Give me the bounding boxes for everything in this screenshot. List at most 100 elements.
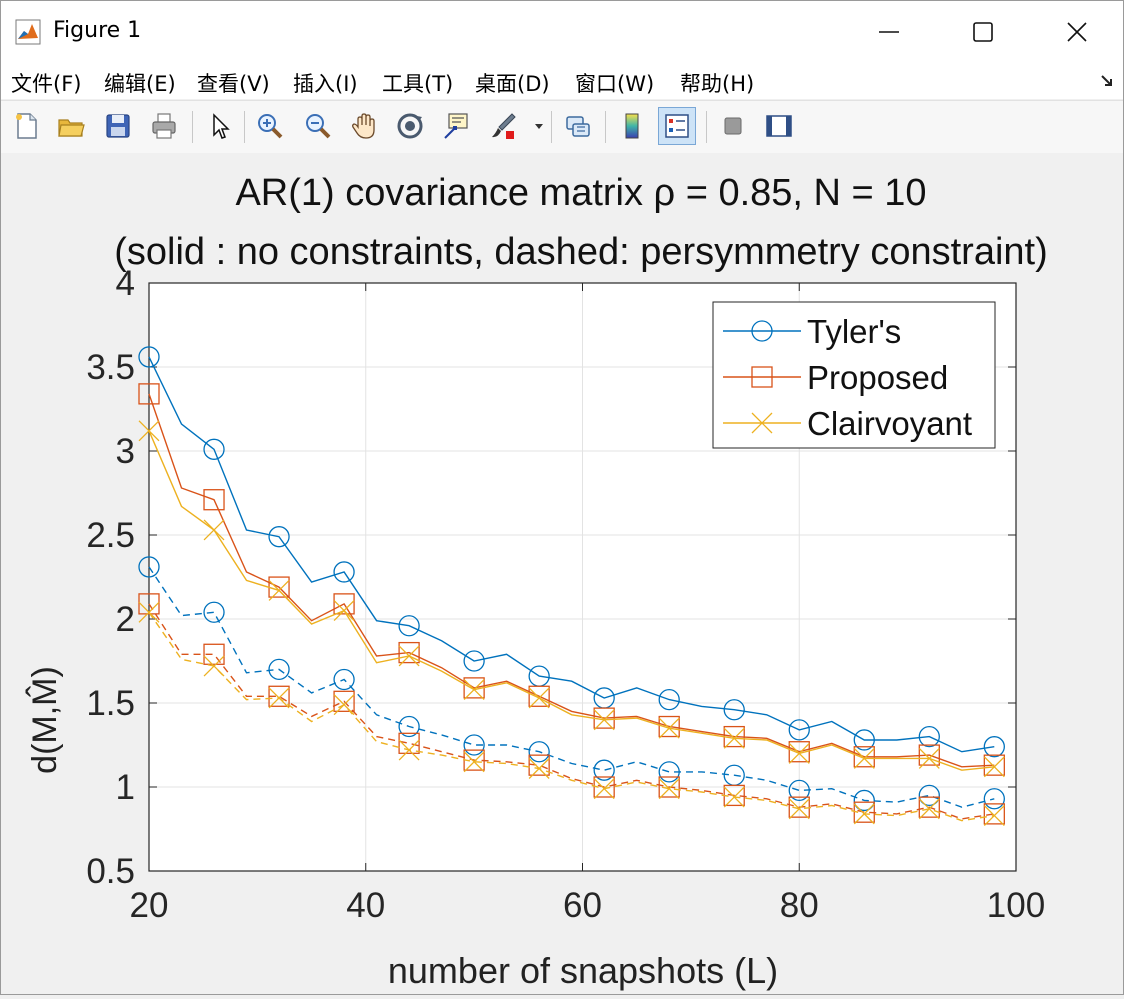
colorbar-icon [625,113,639,139]
circle-marker [398,615,420,637]
circle-marker [788,719,810,741]
x-marker [658,778,680,800]
x-marker [853,803,875,825]
zoom-in-icon [258,114,283,139]
square-marker [268,685,290,707]
rotate-3d-icon [397,113,423,139]
link-plot-icon [566,116,590,137]
x-marker [723,786,745,808]
menu-file[interactable]: 文件(F) [11,72,82,96]
chart-legend[interactable]: Tyler's Proposed Clairvoyant [712,301,996,449]
circle-marker [751,320,773,342]
series-line [148,566,995,808]
toolbar-separator [706,111,707,143]
x-marker [983,805,1005,827]
menu-help[interactable]: 帮助(H) [680,72,755,96]
x-marker [918,798,940,820]
x-marker [528,758,550,779]
square-marker [398,732,420,754]
line-chart[interactable]: AR(1) covariance matrix ρ = 0.85, N = 10… [1,153,1123,994]
circle-marker [658,761,680,783]
circle-marker [723,699,745,721]
x-marker [463,751,485,773]
x-tick-label: 80 [780,886,819,925]
menu-desktop[interactable]: 桌面(D) [475,72,550,96]
circle-marker [853,729,875,751]
circle-marker [333,668,355,691]
new-figure-icon [16,113,37,139]
x-marker [918,747,940,769]
x-tick-label: 20 [130,886,169,925]
square-marker [983,803,1005,825]
legend-button[interactable] [658,107,696,145]
circle-marker [398,715,420,738]
menu-view[interactable]: 查看(V) [197,72,270,96]
circle-marker [203,601,225,623]
x-marker [463,679,485,701]
x-tick-label: 60 [563,886,602,925]
close-button[interactable] [1031,1,1123,63]
x-marker [593,778,615,800]
pan-button[interactable] [345,107,383,145]
x-marker [658,717,680,739]
circle-marker [918,725,940,748]
series-line [148,430,995,771]
x-marker [203,655,225,677]
show-plot-tools-icon [766,115,792,137]
zoom-in-button[interactable] [251,107,289,145]
edit-plot-button[interactable] [200,107,238,145]
zoom-out-button[interactable] [299,107,337,145]
circle-marker [138,346,160,368]
menu-edit[interactable]: 编辑(E) [104,72,176,96]
minimize-icon [879,31,899,33]
circle-marker [528,741,550,763]
figure-toolbar [1,100,1123,154]
square-marker [528,685,550,707]
rotate-3d-button[interactable] [391,107,429,145]
x-tick-label: 100 [987,886,1045,925]
square-marker [528,754,550,776]
series-line [148,356,995,753]
x-marker [788,742,810,764]
circle-marker [268,658,290,681]
circle-marker [853,789,875,812]
new-figure-button[interactable] [7,107,45,145]
x-marker [203,519,225,541]
x-marker [268,579,290,601]
square-marker [918,744,940,766]
square-marker [138,593,160,615]
square-marker [593,776,615,798]
square-marker [203,643,225,665]
circle-marker [463,734,485,756]
matlab-logo-icon [15,19,41,45]
maximize-button[interactable] [937,1,1029,63]
brush-dropdown-icon[interactable] [534,121,544,131]
arrow-pointer-icon [213,113,230,139]
x-marker [723,727,745,749]
square-marker [398,641,420,664]
minimize-button[interactable] [843,1,935,63]
hide-plot-tools-button[interactable] [714,107,752,145]
menu-window[interactable]: 窗口(W) [575,72,655,96]
menu-insert[interactable]: 插入(I) [293,72,358,96]
data-cursor-button[interactable] [437,107,475,145]
print-button[interactable] [145,107,183,145]
dock-arrow-icon[interactable] [1099,73,1115,89]
x-marker [398,739,420,761]
brush-button[interactable] [484,107,522,145]
x-marker [333,694,355,716]
open-file-icon [58,119,85,137]
x-marker [138,420,160,442]
link-plot-button[interactable] [559,107,597,145]
menu-bar: 文件(F) 编辑(E) 查看(V) 插入(I) 工具(T) 桌面(D) 窗口(W… [1,63,1123,99]
title-bar[interactable]: Figure 1 [1,1,1123,63]
save-button[interactable] [99,107,137,145]
open-file-button[interactable] [52,107,90,145]
colorbar-button[interactable] [613,107,651,145]
square-marker [203,489,225,511]
circle-marker [333,561,355,583]
square-marker [853,801,875,823]
show-plot-tools-button[interactable] [760,107,798,145]
menu-tools[interactable]: 工具(T) [382,72,454,96]
x-marker [333,600,355,622]
